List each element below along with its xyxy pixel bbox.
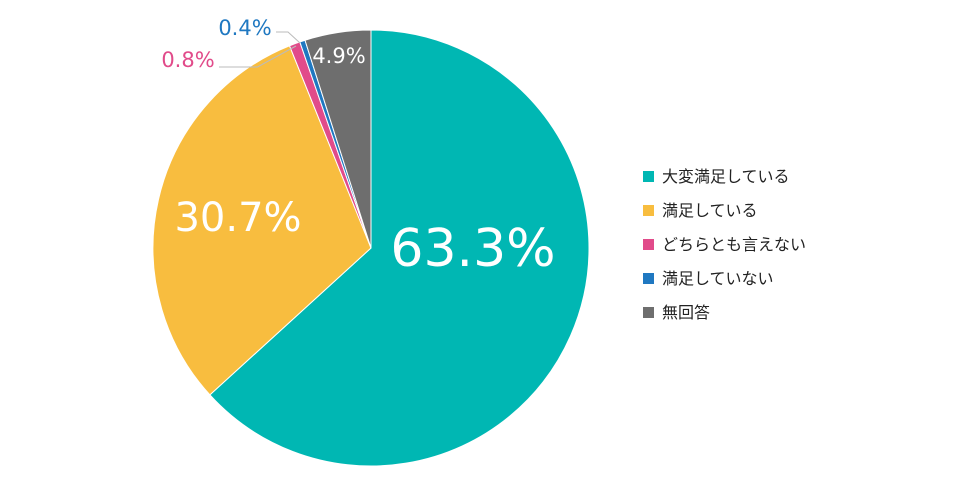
legend-swatch <box>643 205 654 216</box>
pie-data-labels: 63.3% 30.7% 0.8%0.4% 4.9% <box>161 16 555 279</box>
legend: 大変満足している 満足している どちらとも言えない 満足していない 無回答 <box>643 166 806 323</box>
leader-line <box>276 31 301 44</box>
legend-item-no-answer: 無回答 <box>643 302 806 323</box>
data-label: 30.7% <box>174 195 301 241</box>
legend-label: 満足している <box>662 201 758 220</box>
legend-item-satisfied: 満足している <box>643 200 806 221</box>
pie-leader-lines <box>219 31 301 68</box>
slice-no-answer <box>304 29 372 249</box>
leader-line <box>219 45 297 68</box>
legend-item-neutral: どちらとも言えない <box>643 234 806 255</box>
data-label: 63.3% <box>390 219 555 279</box>
data-label: 0.8% <box>161 48 214 72</box>
legend-label: 満足していない <box>662 269 774 288</box>
legend-label: どちらとも言えない <box>662 235 807 254</box>
legend-swatch <box>643 171 654 182</box>
legend-item-very-satisfied: 大変満足している <box>643 166 806 187</box>
legend-label: 無回答 <box>662 303 711 322</box>
legend-swatch <box>643 239 654 250</box>
legend-label: 大変満足している <box>662 167 790 186</box>
slice-satisfied <box>152 45 372 396</box>
legend-item-not-satisfied: 満足していない <box>643 268 806 289</box>
legend-swatch <box>643 307 654 318</box>
pie-slices <box>152 29 590 467</box>
slice-very-satisfied <box>209 29 590 467</box>
data-label: 0.4% <box>218 16 271 40</box>
legend-swatch <box>643 273 654 284</box>
data-label: 4.9% <box>312 44 365 68</box>
